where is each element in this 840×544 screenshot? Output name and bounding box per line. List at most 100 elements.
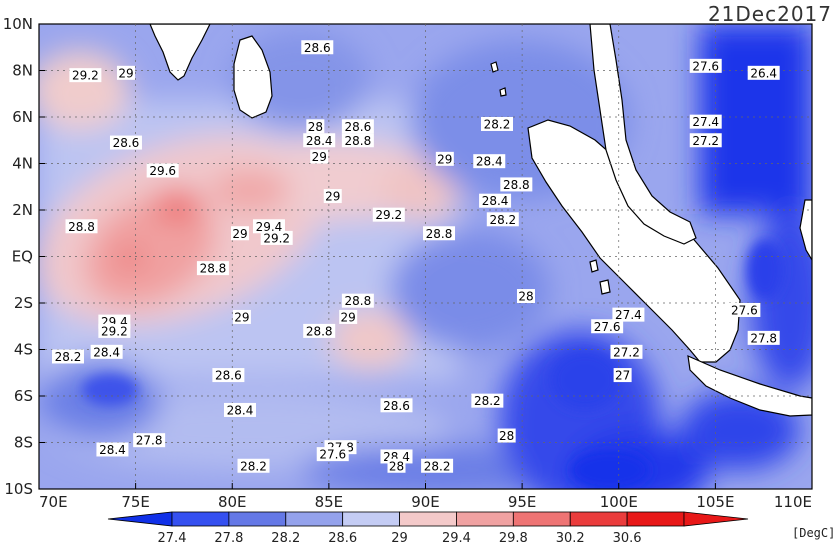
colorbar-tick-label: 30.6	[613, 531, 642, 544]
contour-label-bg	[341, 133, 374, 148]
colorbar-segment	[285, 511, 344, 527]
date-label: 21Dec2017	[708, 2, 832, 26]
contour-label-text: 29	[312, 150, 327, 164]
contour-label-bg	[435, 151, 454, 166]
contour-label-bg	[423, 226, 456, 241]
contour-label: 28.6	[109, 135, 142, 150]
contour-label: 28.4	[303, 133, 336, 148]
contour-label-text: 28.6	[304, 41, 331, 55]
lat-tick-label: EQ	[12, 248, 33, 266]
colorbar-segment	[342, 511, 400, 527]
contour-label-bg	[232, 309, 251, 324]
contour-label: 27.2	[610, 344, 643, 359]
colorbar-tick-label: 29	[391, 531, 408, 544]
contour-label: 29.2	[260, 230, 293, 245]
temperature-field	[39, 24, 812, 489]
contour-label: 29	[232, 309, 251, 324]
contour-label-text: 27.6	[594, 320, 621, 334]
contour-label: 28.4	[223, 402, 256, 417]
contour-label-bg	[90, 344, 123, 359]
contour-label-bg	[387, 458, 406, 473]
colorbar-tick-label: 29.8	[499, 531, 528, 544]
contour-label-bg	[237, 458, 270, 473]
contour-label: 28.2	[481, 116, 514, 131]
contour-label: 27.8	[747, 330, 780, 345]
contour-label: 29	[323, 189, 342, 204]
contour-label-bg	[689, 133, 722, 148]
contour-label: 28.6	[380, 398, 413, 413]
contour-label-text: 27.8	[136, 434, 163, 448]
contour-label-text: 28	[499, 429, 514, 443]
colorbar-segment	[512, 511, 571, 527]
lat-tick-label: 4N	[12, 155, 33, 173]
contour-label: 29	[310, 149, 329, 164]
contour-label-bg	[65, 219, 98, 234]
contour-label: 28.6	[212, 368, 245, 383]
contour-label-text: 27	[615, 369, 630, 383]
contour-label-text: 28.6	[383, 399, 410, 413]
contour-label: 28.2	[51, 349, 84, 364]
contour-label-bg	[223, 402, 256, 417]
contour-label: 28.4	[479, 193, 512, 208]
contour-label-bg	[471, 393, 504, 408]
contour-label: 27	[613, 368, 632, 383]
contour-label-bg	[323, 189, 342, 204]
contour-label: 28.8	[303, 323, 336, 338]
contour-label-text: 28	[308, 120, 323, 134]
contour-label-bg	[728, 302, 761, 317]
colorbar-tick-label: 30.2	[556, 531, 585, 544]
contour-label: 28.8	[423, 226, 456, 241]
colorbar-segment	[171, 511, 230, 527]
colorbar-tick-label: 27.4	[158, 531, 187, 544]
contour-label-bg	[69, 68, 102, 83]
contour-label-bg	[516, 289, 535, 304]
contour-label-bg	[689, 58, 722, 73]
contour-label-text: 29	[341, 310, 356, 324]
contour-label-text: 28.6	[345, 120, 372, 134]
contour-label: 29	[116, 65, 135, 80]
colorbar-tick-label: 28.2	[271, 531, 300, 544]
contour-label-bg	[380, 398, 413, 413]
contour-label-text: 27.6	[692, 59, 719, 73]
contour-label: 28.2	[421, 458, 454, 473]
contour-label: 28.4	[473, 154, 506, 169]
colorbar-segment	[626, 511, 685, 527]
colorbar-tick-label: 28.6	[328, 531, 357, 544]
contour-label-text: 29	[234, 310, 249, 324]
contour-label-text: 28.8	[306, 324, 333, 338]
contour-label-bg	[747, 65, 780, 80]
contour-label-text: 28.4	[476, 155, 503, 169]
contour-label-text: 27.2	[613, 345, 640, 359]
contour-label-bg	[486, 212, 519, 227]
lon-tick-label: 110E	[774, 493, 812, 511]
nicobar-islands	[490, 61, 507, 97]
contour-label: 29.2	[372, 207, 405, 222]
contour-label-text: 28.8	[68, 220, 95, 234]
contour-label: 28.8	[196, 261, 229, 276]
malay-peninsula-land	[589, 24, 697, 245]
contour-label-text: 28	[518, 290, 533, 304]
contour-label-text: 27.8	[750, 331, 777, 345]
contour-label-bg	[689, 114, 722, 129]
contour-label: 29.2	[69, 68, 102, 83]
contour-label: 29	[339, 309, 358, 324]
contour-label: 28.8	[341, 293, 374, 308]
contour-label: 28.6	[341, 119, 374, 134]
contour-label-bg	[591, 319, 624, 334]
lon-tick-label: 70E	[39, 493, 68, 511]
contour-label-bg	[341, 119, 374, 134]
contour-label: 27.4	[689, 114, 722, 129]
contour-label: 27.2	[689, 133, 722, 148]
contour-label-bg	[260, 230, 293, 245]
lon-tick-label: 100E	[600, 493, 638, 511]
contour-label-bg	[316, 447, 349, 462]
contour-label-text: 28.2	[424, 459, 451, 473]
land-masks	[149, 24, 812, 417]
contour-label-bg	[310, 149, 329, 164]
contour-label-bg	[341, 293, 374, 308]
lat-tick-label: 10S	[4, 480, 33, 498]
contour-label-text: 28.8	[200, 262, 227, 276]
contour-label-bg	[51, 349, 84, 364]
contour-label-bg	[98, 323, 131, 338]
